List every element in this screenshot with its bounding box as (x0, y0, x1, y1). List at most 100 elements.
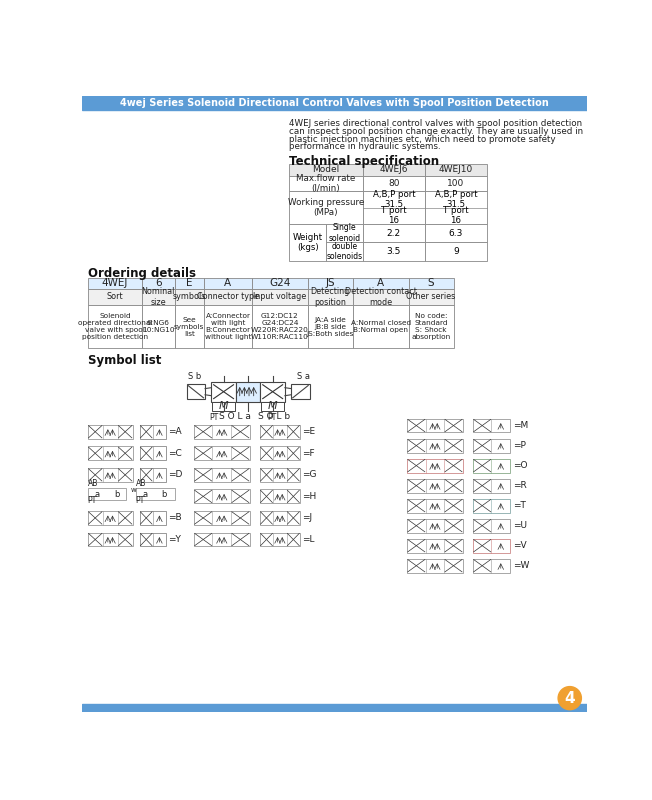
Text: b: b (115, 490, 120, 498)
Bar (407, 498, 463, 513)
Bar (186, 384, 205, 399)
Bar (194, 533, 250, 546)
Text: PT: PT (136, 496, 145, 506)
Text: A: A (377, 278, 384, 288)
Text: performance in hydraulic systems.: performance in hydraulic systems. (289, 142, 441, 151)
Bar (259, 490, 300, 503)
Text: =W: =W (513, 562, 529, 570)
Text: S b: S b (188, 372, 201, 382)
Text: =V: =V (513, 541, 527, 550)
Text: T port
16: T port 16 (381, 206, 407, 226)
Text: T port
16: T port 16 (443, 206, 469, 226)
Bar (473, 558, 510, 573)
Text: A:Connector
with light
B:Connector
without light: A:Connector with light B:Connector witho… (205, 313, 251, 340)
Text: 4WEJ6: 4WEJ6 (379, 166, 408, 174)
Bar (407, 558, 463, 573)
Text: JS: JS (325, 278, 335, 288)
Text: See
symbols
list: See symbols list (174, 317, 205, 337)
Bar (252, 306, 308, 348)
Bar (407, 518, 463, 533)
Text: S a: S a (297, 372, 310, 382)
Text: A,B,P port
31.5: A,B,P port 31.5 (372, 190, 415, 210)
Text: Symbol list: Symbol list (88, 354, 161, 367)
Bar (473, 538, 510, 553)
Bar (425, 164, 487, 176)
Bar (82, 96, 587, 110)
Text: G12:DC12
G24:DC24
W220R:RAC220
W110R:RAC110: G12:DC12 G24:DC24 W220R:RAC220 W110R:RAC… (251, 313, 309, 340)
Text: =H: =H (303, 492, 317, 501)
Text: Working pressure
(MPa): Working pressure (MPa) (288, 198, 364, 218)
Text: S O L a: S O L a (219, 412, 251, 421)
Bar (252, 289, 308, 306)
Bar (194, 446, 250, 460)
Bar (88, 511, 132, 525)
Bar (259, 468, 300, 482)
Bar (473, 438, 510, 453)
Bar (473, 518, 510, 533)
Text: Input voltage: Input voltage (253, 293, 306, 302)
Bar (88, 446, 132, 460)
Bar (175, 289, 204, 306)
Text: JA:A side
JB:B side
JS:Both sides: JA:A side JB:B side JS:Both sides (306, 317, 354, 337)
Bar (289, 176, 363, 191)
Text: G24: G24 (269, 278, 291, 288)
Text: Max.flow rate
(l/min): Max.flow rate (l/min) (297, 174, 355, 194)
Text: =T: =T (513, 501, 526, 510)
Bar (88, 468, 132, 482)
Bar (407, 438, 463, 453)
Bar (425, 191, 487, 224)
Text: can inspect spool position change exactly. They are usually used in: can inspect spool position change exactl… (289, 126, 584, 136)
Text: Other series: Other series (406, 293, 456, 302)
Text: =O: =O (513, 461, 527, 470)
Bar (327, 224, 363, 242)
Text: 4wej Series Solenoid Directional Control Valves with Spool Position Detection: 4wej Series Solenoid Directional Control… (120, 98, 548, 108)
Text: No code:
Standard
S: Shock
absorption: No code: Standard S: Shock absorption (411, 313, 451, 340)
Text: =Y: =Y (168, 535, 181, 544)
Text: =B: =B (168, 514, 182, 522)
Text: Detection contact
mode: Detection contact mode (345, 287, 417, 306)
Bar (259, 425, 300, 438)
Text: 4WEJ series directional control valves with spool position detection: 4WEJ series directional control valves w… (289, 119, 582, 128)
Bar (252, 278, 308, 289)
Bar (142, 278, 175, 289)
Text: =P: =P (513, 441, 526, 450)
Text: 9: 9 (453, 247, 459, 256)
Text: M: M (268, 402, 278, 411)
Bar (259, 511, 300, 525)
Bar (140, 511, 166, 525)
Text: 6.3: 6.3 (449, 229, 463, 238)
Bar (425, 224, 487, 242)
Bar (88, 306, 142, 348)
Text: 6: 6 (155, 278, 162, 288)
Bar (88, 488, 126, 500)
Text: AB: AB (88, 479, 98, 488)
Text: Connector type: Connector type (197, 293, 259, 302)
Text: a: a (143, 490, 147, 498)
Text: =J: =J (303, 514, 312, 522)
Bar (308, 306, 353, 348)
Text: Sort: Sort (106, 293, 123, 302)
Bar (88, 278, 142, 289)
Text: =F: =F (303, 449, 315, 458)
Bar (88, 425, 132, 438)
Text: 100: 100 (447, 179, 464, 188)
Text: PT: PT (88, 496, 97, 506)
Bar (204, 306, 252, 348)
Bar (82, 704, 587, 712)
Bar (194, 511, 250, 525)
Bar (363, 164, 425, 176)
Text: =G: =G (303, 470, 317, 479)
Text: =A: =A (168, 427, 182, 436)
Text: 4: 4 (565, 690, 575, 706)
Bar (473, 478, 510, 493)
Text: 4WEJ10: 4WEJ10 (439, 166, 473, 174)
Bar (289, 191, 363, 224)
Bar (363, 191, 425, 224)
Bar (291, 384, 310, 399)
Text: A:Normal closed
B:Normal open: A:Normal closed B:Normal open (351, 320, 411, 333)
Text: 3.5: 3.5 (387, 247, 401, 256)
Text: =U: =U (513, 521, 527, 530)
Bar (175, 306, 204, 348)
Bar (473, 458, 510, 473)
Bar (425, 242, 487, 261)
